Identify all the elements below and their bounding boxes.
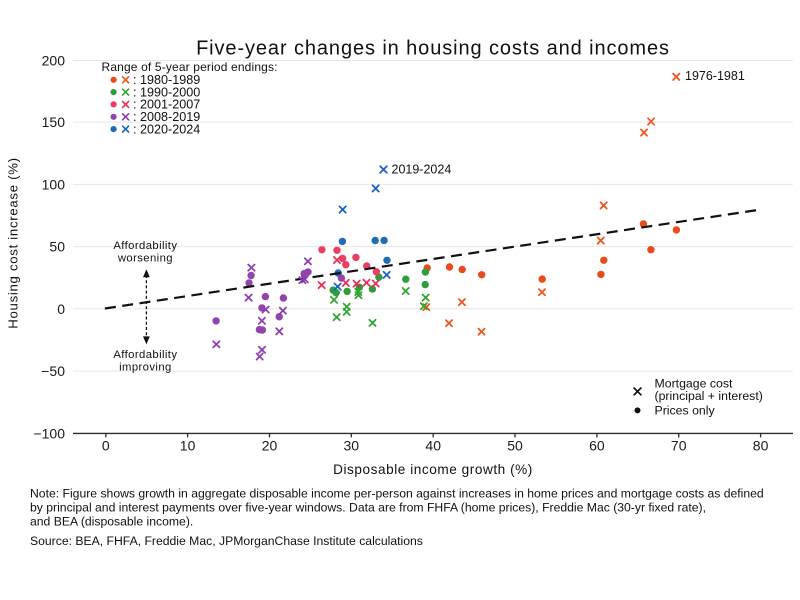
svg-text:50: 50 [507, 437, 523, 453]
svg-text:0: 0 [102, 437, 110, 453]
svg-text:200: 200 [42, 53, 66, 69]
svg-text:: 2001-2007: : 2001-2007 [133, 98, 200, 112]
svg-text:1976-1981: 1976-1981 [685, 69, 745, 83]
svg-text:40: 40 [425, 437, 441, 453]
svg-text:Affordability: Affordability [113, 349, 177, 361]
svg-text:−50: −50 [41, 363, 65, 379]
svg-text:Note: Figure shows growth in a: Note: Figure shows growth in aggregate d… [30, 487, 764, 501]
svg-text:Five-year changes in housing c: Five-year changes in housing costs and i… [196, 38, 670, 60]
svg-text:: 1980-1989: : 1980-1989 [133, 73, 200, 87]
svg-text:: 2020-2024: : 2020-2024 [133, 122, 200, 136]
svg-text:150: 150 [42, 114, 66, 130]
svg-text:improving: improving [119, 362, 172, 374]
svg-text:Housing cost increase (%): Housing cost increase (%) [6, 157, 21, 328]
svg-text:100: 100 [42, 177, 66, 193]
svg-text:−100: −100 [33, 426, 65, 442]
svg-text:80: 80 [753, 437, 769, 453]
svg-text:10: 10 [180, 437, 196, 453]
svg-text:30: 30 [344, 437, 360, 453]
svg-text:Prices only: Prices only [655, 404, 716, 418]
svg-text:0: 0 [57, 301, 65, 317]
svg-text:Source: BEA, FHFA, Freddie Mac: Source: BEA, FHFA, Freddie Mac, JPMorgan… [30, 534, 423, 548]
svg-text:Range of 5-year period endings: Range of 5-year period endings: [102, 60, 278, 74]
svg-text:: 1990-2000: : 1990-2000 [133, 85, 200, 99]
svg-text:Mortgage cost: Mortgage cost [655, 377, 734, 391]
svg-text:by principal and interest paym: by principal and interest payments over … [30, 501, 706, 515]
svg-text:Disposable income growth (%): Disposable income growth (%) [333, 462, 533, 477]
svg-text:20: 20 [262, 437, 278, 453]
svg-text:Affordability: Affordability [113, 240, 177, 252]
svg-text:60: 60 [589, 437, 605, 453]
svg-text:50: 50 [49, 239, 65, 255]
svg-text:worsening: worsening [117, 253, 173, 265]
svg-text:: 2008-2019: : 2008-2019 [133, 110, 200, 124]
svg-text:70: 70 [671, 437, 687, 453]
svg-text:(principal + interest): (principal + interest) [655, 389, 763, 403]
svg-text:and BEA (disposable income).: and BEA (disposable income). [30, 515, 193, 529]
svg-text:2019-2024: 2019-2024 [392, 162, 452, 176]
